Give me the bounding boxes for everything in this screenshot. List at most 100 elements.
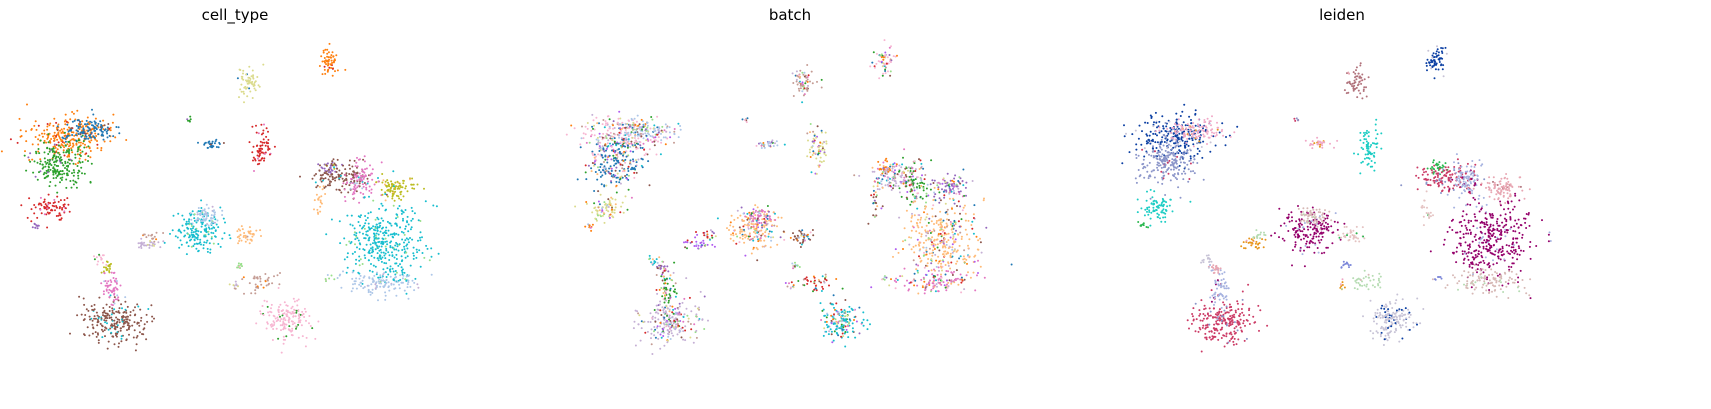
cell-point [765,213,768,216]
cell-point [828,284,830,287]
cell-point [213,216,216,218]
cell-point [756,223,759,226]
cell-point [73,119,76,122]
cell-point [324,185,327,188]
cell-point [333,177,336,180]
cell-point [844,345,847,348]
cell-point [574,205,577,208]
cell-point [115,335,118,338]
cell-point [50,208,53,211]
cell-point [373,234,376,236]
cell-point [612,120,615,123]
cell-point [83,334,86,337]
cell-point [206,213,209,216]
cell-point [291,311,294,313]
cell-point [335,188,338,191]
cell-point [825,140,828,143]
cell-point [851,330,854,333]
cell-point [353,231,356,234]
cell-point [613,127,616,129]
cell-point [941,253,944,256]
cell-point [367,212,370,215]
cell-point [99,128,102,131]
cell-point [35,128,38,131]
cell-point [622,140,625,143]
cell-point [886,160,889,163]
cell-point [367,180,370,183]
cell-point [260,157,263,160]
cell-point [52,147,55,150]
cell-point [667,297,670,299]
cell-point [66,149,68,152]
cell-point [340,191,343,194]
cell-point [684,339,687,342]
cell-point [807,84,809,87]
cell-point [354,184,357,187]
cell-point [651,135,654,138]
cell-point [742,225,745,228]
cell-point [735,233,737,236]
cell-point [109,294,112,297]
cell-point [142,233,145,236]
cell-point [409,228,412,231]
cell-point [319,210,322,213]
cell-point [393,199,396,202]
cell-point [387,181,389,184]
cell-point [395,213,398,216]
cell-point [385,240,388,243]
cell-point [909,170,912,172]
cell-point [842,324,845,327]
cell-point [417,286,420,289]
cell-point [657,308,660,311]
cell-point [803,71,806,74]
cell-point [48,185,51,188]
cell-point [86,326,89,329]
cell-point [76,109,79,112]
cell-point [72,142,74,145]
cell-point [634,165,637,168]
cell-point [642,126,645,128]
cell-point [252,77,255,80]
cell-point [640,135,643,138]
cell-point [695,329,698,332]
cell-point [100,282,103,285]
cell-point [760,144,763,147]
cell-point [116,324,119,327]
cell-point [817,152,820,155]
cell-point [763,225,766,228]
cell-point [363,155,366,158]
cell-point [913,195,916,198]
cell-point [395,253,398,256]
cell-point [384,252,387,255]
cell-point [609,165,612,168]
cell-point [802,278,805,281]
cell-point [330,54,333,57]
cell-point [340,172,343,175]
cell-point [49,122,52,125]
cell-point [193,239,196,242]
cell-point [853,316,856,319]
cell-point [799,242,802,245]
cell-point [324,193,327,195]
cell-point [120,335,123,338]
cell-point [384,291,387,294]
cell-point [602,147,605,150]
cell-point [812,290,814,293]
cell-point [399,184,402,187]
cell-point [196,211,199,214]
cell-point [599,163,602,166]
cell-point [359,158,361,161]
cell-point [100,124,103,127]
cell-point [91,128,94,131]
cell-point [838,327,841,330]
cell-point [659,300,662,303]
cell-point [393,233,396,236]
cell-point [413,289,416,292]
cell-point [344,68,347,71]
cell-point [946,172,949,175]
cell-point [629,132,632,135]
cell-point [763,217,766,220]
cell-point [60,143,63,146]
cell-point [383,254,386,257]
cell-point [116,288,119,291]
